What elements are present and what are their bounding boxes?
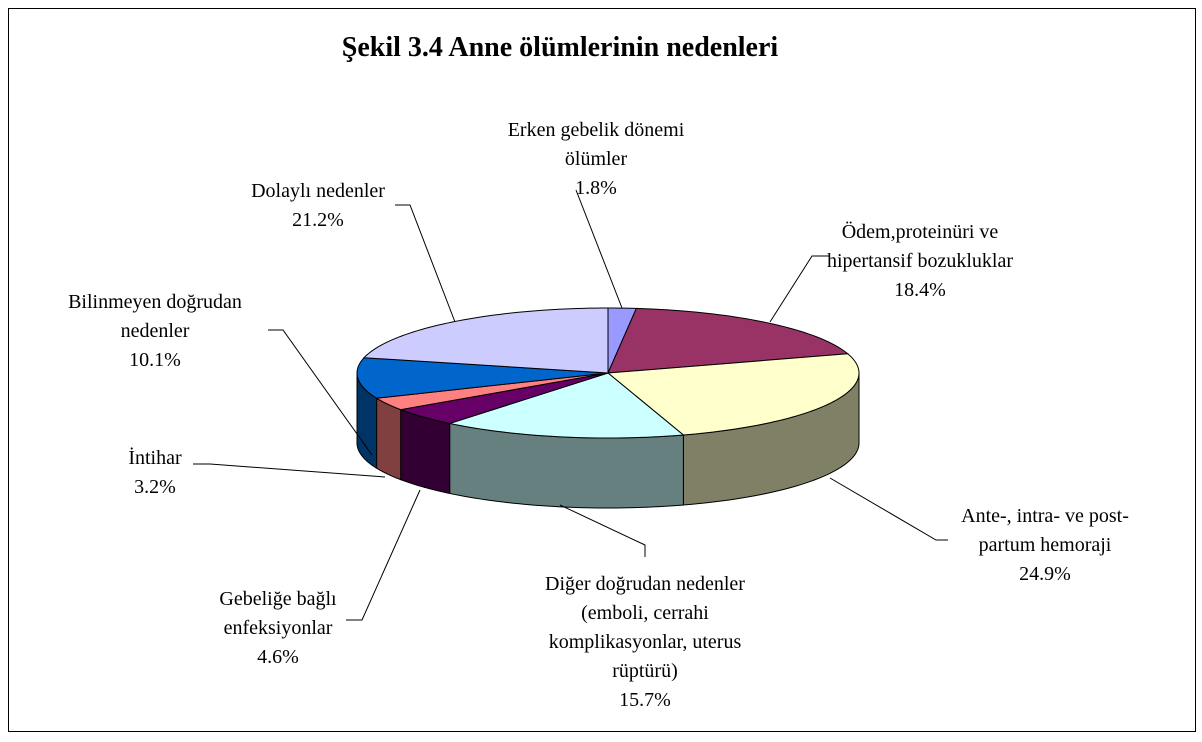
leader-line [575, 189, 623, 309]
leader-line [559, 504, 646, 557]
slice [447, 372, 685, 439]
category-label: Bilinmeyen doğrudan nedenler [68, 291, 242, 342]
category-label: Ödem,proteinüri ve hipertansif bozuklukl… [826, 221, 1014, 272]
category-label: Dolaylı nedenler [251, 180, 385, 202]
leader-line [193, 463, 386, 478]
slice-side [376, 397, 402, 481]
value-label: 10.1% [129, 349, 181, 371]
slice [375, 372, 609, 411]
leader-line [829, 477, 948, 541]
category-label: Gebeliğe bağlı enfeksiyonlar [219, 588, 337, 639]
leader-line [769, 255, 830, 323]
slice-label: Erken gebelik dönemi ölümler 1.8% [496, 116, 696, 203]
slice-label: Gebeliğe bağlı enfeksiyonlar 4.6% [208, 585, 348, 672]
leader-line [395, 204, 456, 323]
slice [398, 372, 609, 424]
category-label: İntihar [128, 447, 182, 469]
slice-label: İntihar 3.2% [105, 444, 205, 502]
value-label: 1.8% [575, 177, 617, 199]
value-label: 4.6% [257, 646, 299, 668]
slice-label: Ödem,proteinüri ve hipertansif bozuklukl… [813, 218, 1028, 305]
value-label: 15.7% [619, 689, 671, 711]
slice [607, 307, 850, 374]
slice-label: Dolaylı nedenler 21.2% [218, 177, 418, 235]
slice-label: Ante-, intra- ve post-partum hemoraji 24.… [943, 502, 1148, 589]
leader-line [268, 329, 373, 456]
value-label: 21.2% [292, 209, 344, 231]
slice [362, 307, 609, 374]
value-label: 3.2% [134, 476, 176, 498]
value-label: 18.4% [894, 279, 946, 301]
slice [356, 357, 609, 399]
value-label: 24.9% [1019, 563, 1071, 585]
slice-label: Bilinmeyen doğrudan nedenler 10.1% [53, 288, 258, 375]
category-label: Ante-, intra- ve post-partum hemoraji [961, 505, 1129, 556]
category-label: Erken gebelik dönemi ölümler [507, 119, 685, 170]
slice [606, 353, 860, 436]
chart-title: Şekil 3.4 Anne ölümlerinin nedenleri [341, 32, 779, 63]
category-label: Diğer doğrudan nedenler (emboli, cerrahi… [545, 573, 745, 682]
leader-line [346, 489, 421, 621]
slice-label: Diğer doğrudan nedenler (emboli, cerrahi… [528, 570, 763, 715]
